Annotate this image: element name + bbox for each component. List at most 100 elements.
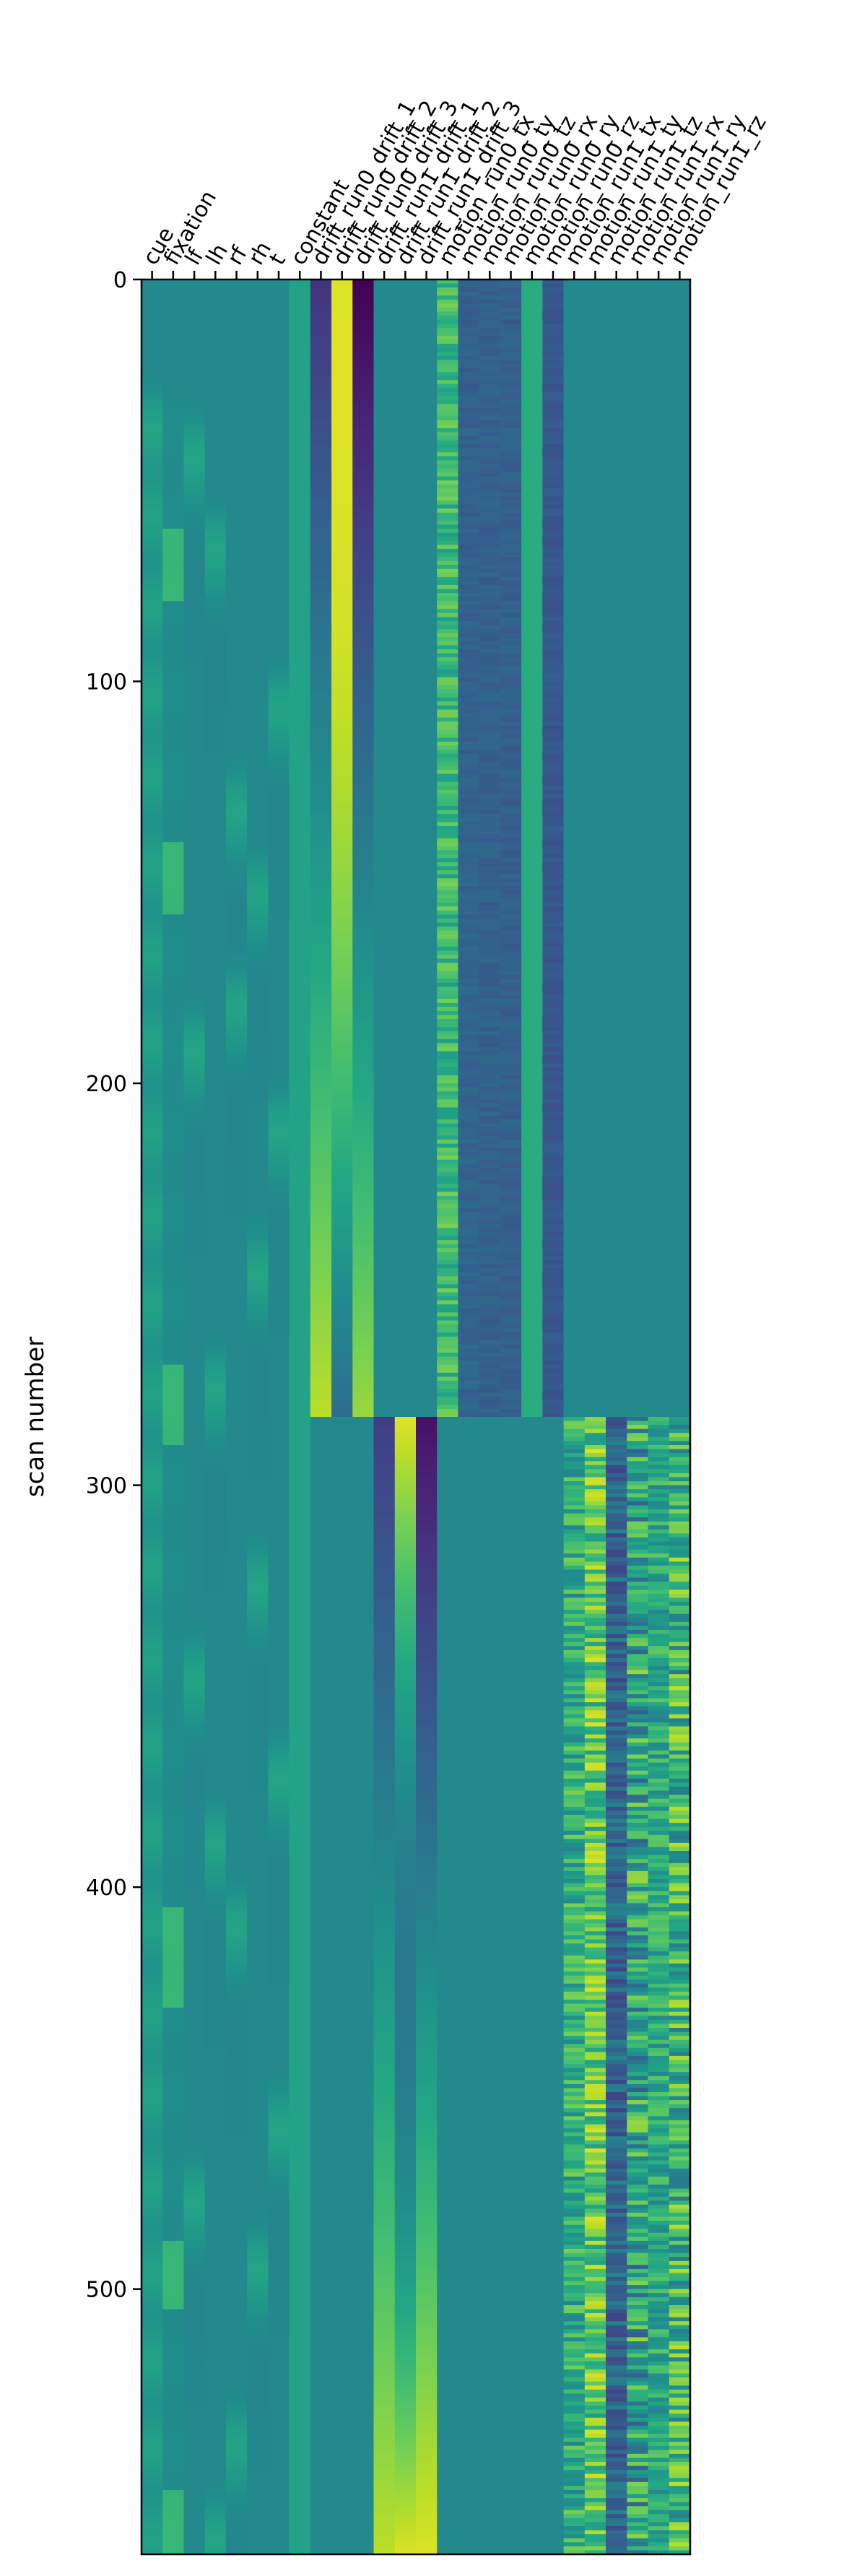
heatmap-cell [458, 1259, 480, 1265]
heatmap-cell [584, 1469, 606, 1474]
heatmap-cell [310, 299, 332, 304]
heatmap-cell [162, 1810, 185, 1820]
heatmap-cell [542, 1043, 565, 1048]
heatmap-cell [542, 1135, 565, 1140]
heatmap-cell [310, 1075, 332, 1080]
heatmap-cell [416, 2019, 438, 2024]
heatmap-cell [542, 1212, 565, 1217]
heatmap-cell [394, 1618, 417, 1623]
heatmap-cell [563, 2265, 586, 2270]
heatmap-cell [458, 818, 480, 823]
heatmap-cell [225, 1919, 248, 1924]
heatmap-cell [542, 339, 565, 344]
heatmap-cell [310, 665, 332, 670]
heatmap-cell [352, 1063, 375, 1072]
heatmap-cell [500, 344, 522, 349]
heatmap-cell [225, 1870, 248, 1876]
heatmap-cell [437, 1131, 459, 1137]
heatmap-cell [500, 1296, 522, 1301]
heatmap-cell [162, 2309, 185, 2334]
heatmap-cell [500, 1256, 522, 1261]
heatmap-cell [500, 1115, 522, 1120]
heatmap-cell [183, 2257, 206, 2262]
heatmap-cell [416, 2200, 438, 2206]
heatmap-cell [563, 2260, 586, 2265]
heatmap-cell [247, 1348, 269, 1353]
heatmap-cell [142, 576, 163, 582]
heatmap-cell [162, 717, 185, 722]
heatmap-cell [479, 363, 501, 369]
heatmap-cell [310, 460, 332, 465]
heatmap-cell [162, 1505, 185, 1510]
heatmap-cell [142, 1541, 163, 1546]
heatmap-cell [331, 673, 353, 682]
heatmap-cell [310, 946, 332, 955]
heatmap-cell [479, 1308, 501, 1313]
heatmap-cell [142, 1947, 163, 1952]
heatmap-cell [542, 1087, 565, 1092]
heatmap-cell [542, 818, 565, 823]
heatmap-cell [373, 1963, 396, 1969]
heatmap-cell [479, 1352, 501, 1358]
heatmap-cell [352, 991, 375, 996]
heatmap-cell [183, 1674, 206, 1687]
heatmap-cell [584, 1674, 606, 1679]
heatmap-cell [247, 934, 269, 940]
heatmap-cell [310, 1099, 332, 1104]
heatmap-cell [225, 279, 248, 755]
heatmap-cell [416, 1758, 438, 1764]
heatmap-cell [142, 1256, 163, 1265]
heatmap-cell [416, 2514, 438, 2519]
heatmap-cell [563, 2365, 586, 2370]
heatmap-cell [500, 1348, 522, 1353]
heatmap-cell [500, 508, 522, 513]
heatmap-cell [268, 742, 290, 747]
heatmap-cell [500, 1067, 522, 1072]
heatmap-cell [479, 1099, 501, 1104]
heatmap-cell [352, 311, 375, 316]
heatmap-cell [142, 1417, 163, 1422]
heatmap-cell [373, 2425, 396, 2431]
heatmap-cell [352, 1127, 375, 1132]
heatmap-cell [331, 802, 353, 807]
heatmap-cell [606, 2345, 627, 2350]
heatmap-cell [352, 1083, 375, 1088]
heatmap-cell [352, 1316, 375, 1322]
heatmap-cell [500, 834, 522, 839]
heatmap-cell [584, 1927, 606, 1932]
heatmap-cell [606, 2329, 627, 2334]
heatmap-cell [352, 778, 375, 783]
heatmap-cell [142, 971, 163, 976]
heatmap-cell [416, 2309, 438, 2314]
heatmap-cell [352, 838, 375, 843]
heatmap-cell [500, 335, 522, 341]
heatmap-cell [373, 2031, 396, 2037]
heatmap-cell [331, 1304, 353, 1309]
heatmap-cell [373, 2052, 396, 2061]
heatmap-cell [458, 404, 480, 409]
heatmap-cell [458, 545, 480, 550]
heatmap-cell [479, 1408, 501, 1414]
heatmap-cell [142, 2088, 163, 2093]
heatmap-cell [584, 2470, 606, 2475]
heatmap-cell [204, 1356, 227, 1361]
heatmap-cell [204, 1787, 227, 1792]
heatmap-cell [394, 2473, 417, 2479]
heatmap-cell [162, 1425, 185, 1430]
heatmap-cell [142, 2309, 163, 2326]
heatmap-cell [352, 886, 375, 891]
heatmap-cell [142, 1887, 163, 1892]
heatmap-cell [331, 612, 353, 622]
heatmap-cell [331, 1051, 353, 1056]
heatmap-cell [373, 2345, 396, 2350]
heatmap-cell [247, 950, 269, 955]
heatmap-cell [606, 2108, 627, 2113]
heatmap-cell [458, 597, 480, 602]
heatmap-cell [606, 1537, 627, 1543]
heatmap-cell [310, 641, 332, 646]
heatmap-cell [142, 1951, 163, 1956]
heatmap-cell [542, 1240, 565, 1249]
heatmap-cell [500, 1155, 522, 1161]
heatmap-cell [373, 2112, 396, 2117]
heatmap-cell [563, 2381, 586, 2386]
